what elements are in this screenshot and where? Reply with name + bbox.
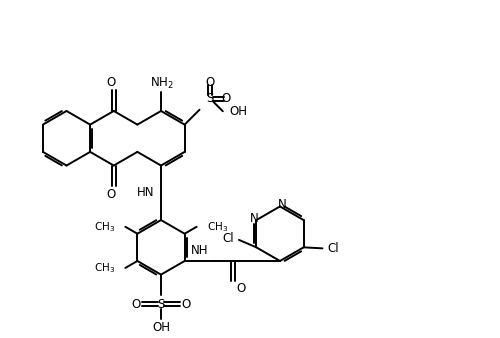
Text: O: O	[206, 76, 215, 90]
Text: CH$_3$: CH$_3$	[94, 220, 116, 234]
Text: O: O	[106, 188, 116, 201]
Text: NH: NH	[191, 244, 208, 257]
Text: O: O	[106, 76, 116, 89]
Text: Cl: Cl	[328, 242, 339, 255]
Text: OH: OH	[152, 321, 170, 334]
Text: S: S	[206, 92, 214, 105]
Text: Cl: Cl	[222, 233, 234, 245]
Text: NH$_2$: NH$_2$	[150, 76, 174, 91]
Text: O: O	[132, 298, 141, 311]
Text: S: S	[158, 298, 164, 311]
Text: O: O	[181, 298, 190, 311]
Text: OH: OH	[230, 105, 248, 118]
Text: CH$_3$: CH$_3$	[206, 220, 228, 234]
Text: O: O	[236, 282, 246, 295]
Text: HN: HN	[136, 186, 154, 199]
Text: N: N	[250, 212, 258, 224]
Text: N: N	[278, 198, 286, 211]
Text: O: O	[222, 92, 231, 105]
Text: CH$_3$: CH$_3$	[94, 261, 116, 275]
